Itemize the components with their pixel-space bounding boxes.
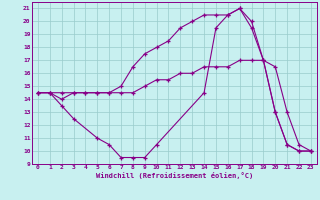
X-axis label: Windchill (Refroidissement éolien,°C): Windchill (Refroidissement éolien,°C) xyxy=(96,172,253,179)
